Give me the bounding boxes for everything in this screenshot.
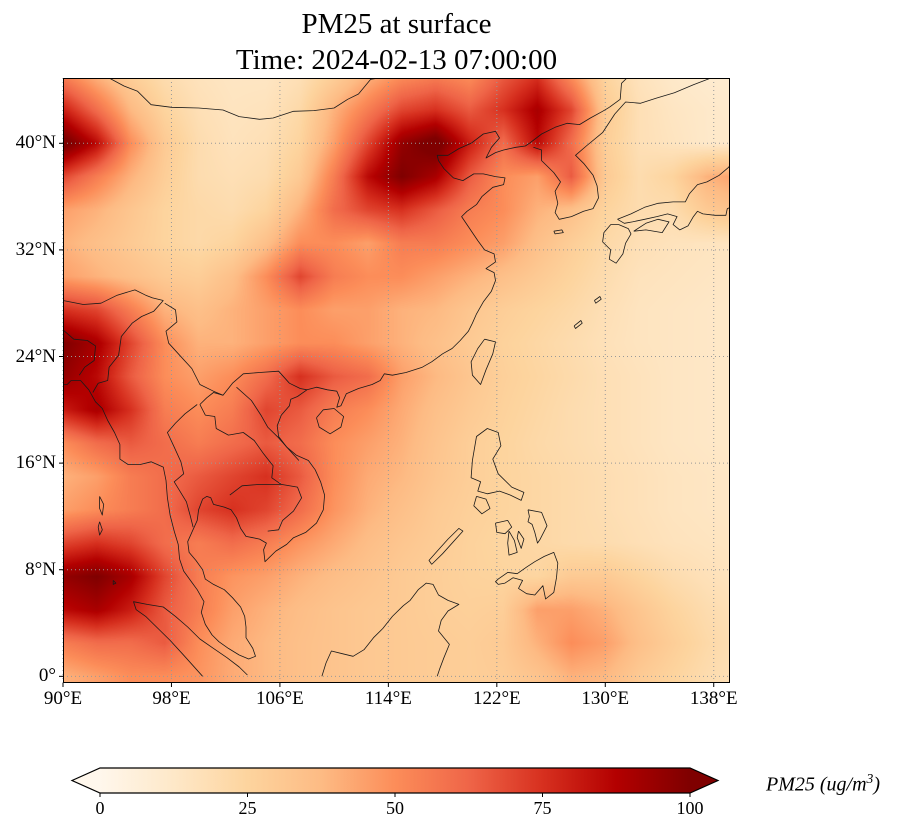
map-line: [112, 580, 117, 585]
colorbar-extend-max: [690, 768, 718, 793]
x-tick-label: 90°E: [43, 688, 83, 709]
map-line: [507, 530, 518, 556]
plot-area: [59, 78, 730, 687]
colorbar-label: PM25 (ug/m3): [766, 771, 880, 797]
x-tick-label: 130°E: [581, 688, 630, 709]
y-tick-label: 0°: [38, 665, 56, 687]
map-line: [553, 229, 564, 235]
map-line: [473, 496, 491, 515]
colorbar-label-suffix: ): [873, 773, 881, 796]
map-line: [199, 392, 224, 405]
map-line: [63, 289, 164, 305]
map-line: [609, 78, 628, 108]
map-line: [470, 338, 496, 385]
map-line: [199, 404, 282, 485]
map-line: [529, 106, 610, 144]
map-line: [428, 527, 464, 565]
map-line: [63, 329, 96, 376]
map-line: [614, 78, 712, 115]
x-tick-label: 138°E: [689, 688, 738, 709]
map-line: [306, 130, 530, 408]
y-tick-label: 40°N: [15, 132, 56, 154]
y-tick-label: 8°N: [25, 558, 56, 580]
map-line: [316, 408, 345, 435]
map-line: [167, 404, 198, 528]
y-tick-label: 24°N: [15, 345, 56, 367]
map-line: [573, 320, 583, 329]
colorbar-gradient: [100, 768, 690, 793]
x-tick-label: 98°E: [152, 688, 191, 709]
y-tick-label: 16°N: [15, 452, 56, 474]
heatmap-canvas: [63, 78, 730, 683]
axis-ticks: [59, 142, 715, 687]
map-line: [229, 483, 303, 532]
x-tick-label: 106°E: [256, 688, 304, 709]
map-line: [236, 386, 300, 461]
map-line: [594, 296, 602, 304]
map-line: [516, 530, 525, 549]
map-line: [470, 428, 525, 501]
map-line: [602, 224, 632, 264]
plot-frame: [63, 78, 730, 683]
colorbar-extend-min: [72, 768, 100, 793]
map-line: [527, 509, 548, 544]
map-line: [617, 164, 730, 220]
map-line: [617, 207, 730, 231]
map-line: [495, 519, 513, 535]
x-tick-label: 114°E: [364, 688, 412, 709]
x-tick-label: 122°E: [472, 688, 521, 709]
map-line: [133, 601, 248, 677]
chart-subtitle: Time: 2024-02-13 07:00:00: [235, 44, 558, 76]
gridlines: [62, 78, 730, 683]
colorbar-label-prefix: PM25 (ug/m: [766, 773, 867, 796]
colorbar-tick-label: 75: [534, 798, 552, 818]
y-tick-label: 32°N: [15, 238, 56, 260]
map-line: [533, 113, 616, 220]
colorbar-tick-label: 100: [677, 798, 704, 818]
colorbar-tick-label: 25: [239, 798, 257, 818]
map-line: [321, 582, 460, 677]
map-lines: [63, 78, 730, 677]
map-overlay-svg: [59, 78, 730, 687]
map-line: [99, 496, 105, 516]
chart-title: PM25 at surface: [301, 8, 492, 40]
colorbar: 0 25 50 75 100: [70, 767, 720, 818]
colorbar-tick-label: 0: [96, 798, 105, 818]
map-line: [92, 300, 164, 393]
map-line: [495, 551, 559, 600]
colorbar-label-sup: 3: [866, 771, 874, 786]
map-line: [164, 302, 308, 396]
map-line: [108, 78, 382, 120]
map-line: [97, 521, 103, 536]
map-line: [63, 380, 326, 660]
map-line: [633, 218, 670, 234]
colorbar-tick-label: 50: [386, 798, 404, 818]
